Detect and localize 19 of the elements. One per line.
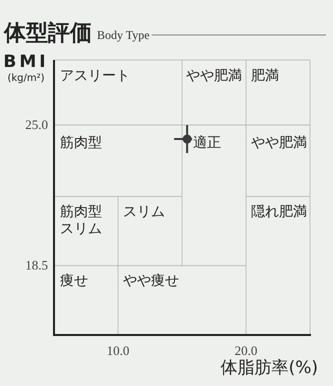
annotation: スリム <box>123 204 165 220</box>
annotation: 肥満 <box>251 68 279 84</box>
chart-subtitle: Body Type <box>97 28 150 42</box>
chart-title: 体型評価 <box>3 21 92 46</box>
y-tick-label: 25.0 <box>25 116 48 132</box>
y-tick-label: 18.5 <box>25 258 48 273</box>
annotation: 適正 <box>193 135 221 151</box>
x-tick-label: 20.0 <box>234 343 258 358</box>
annotation: 筋肉型スリム <box>60 204 102 237</box>
y-axis-title: BMI (kg/m²) <box>3 52 49 84</box>
annotation: 筋肉型 <box>60 135 102 151</box>
annotation: やや痩せ <box>123 273 179 289</box>
x-tick-label: 10.0 <box>106 343 130 358</box>
annotation: アスリート <box>60 68 130 84</box>
annotation: やや肥満 <box>186 68 242 84</box>
annotation: 痩せ <box>60 273 88 289</box>
annotation: やや肥満 <box>251 135 307 151</box>
annotation: 隠れ肥満 <box>251 204 307 220</box>
x-axis-title: 体脂肪率(%) <box>220 358 318 378</box>
